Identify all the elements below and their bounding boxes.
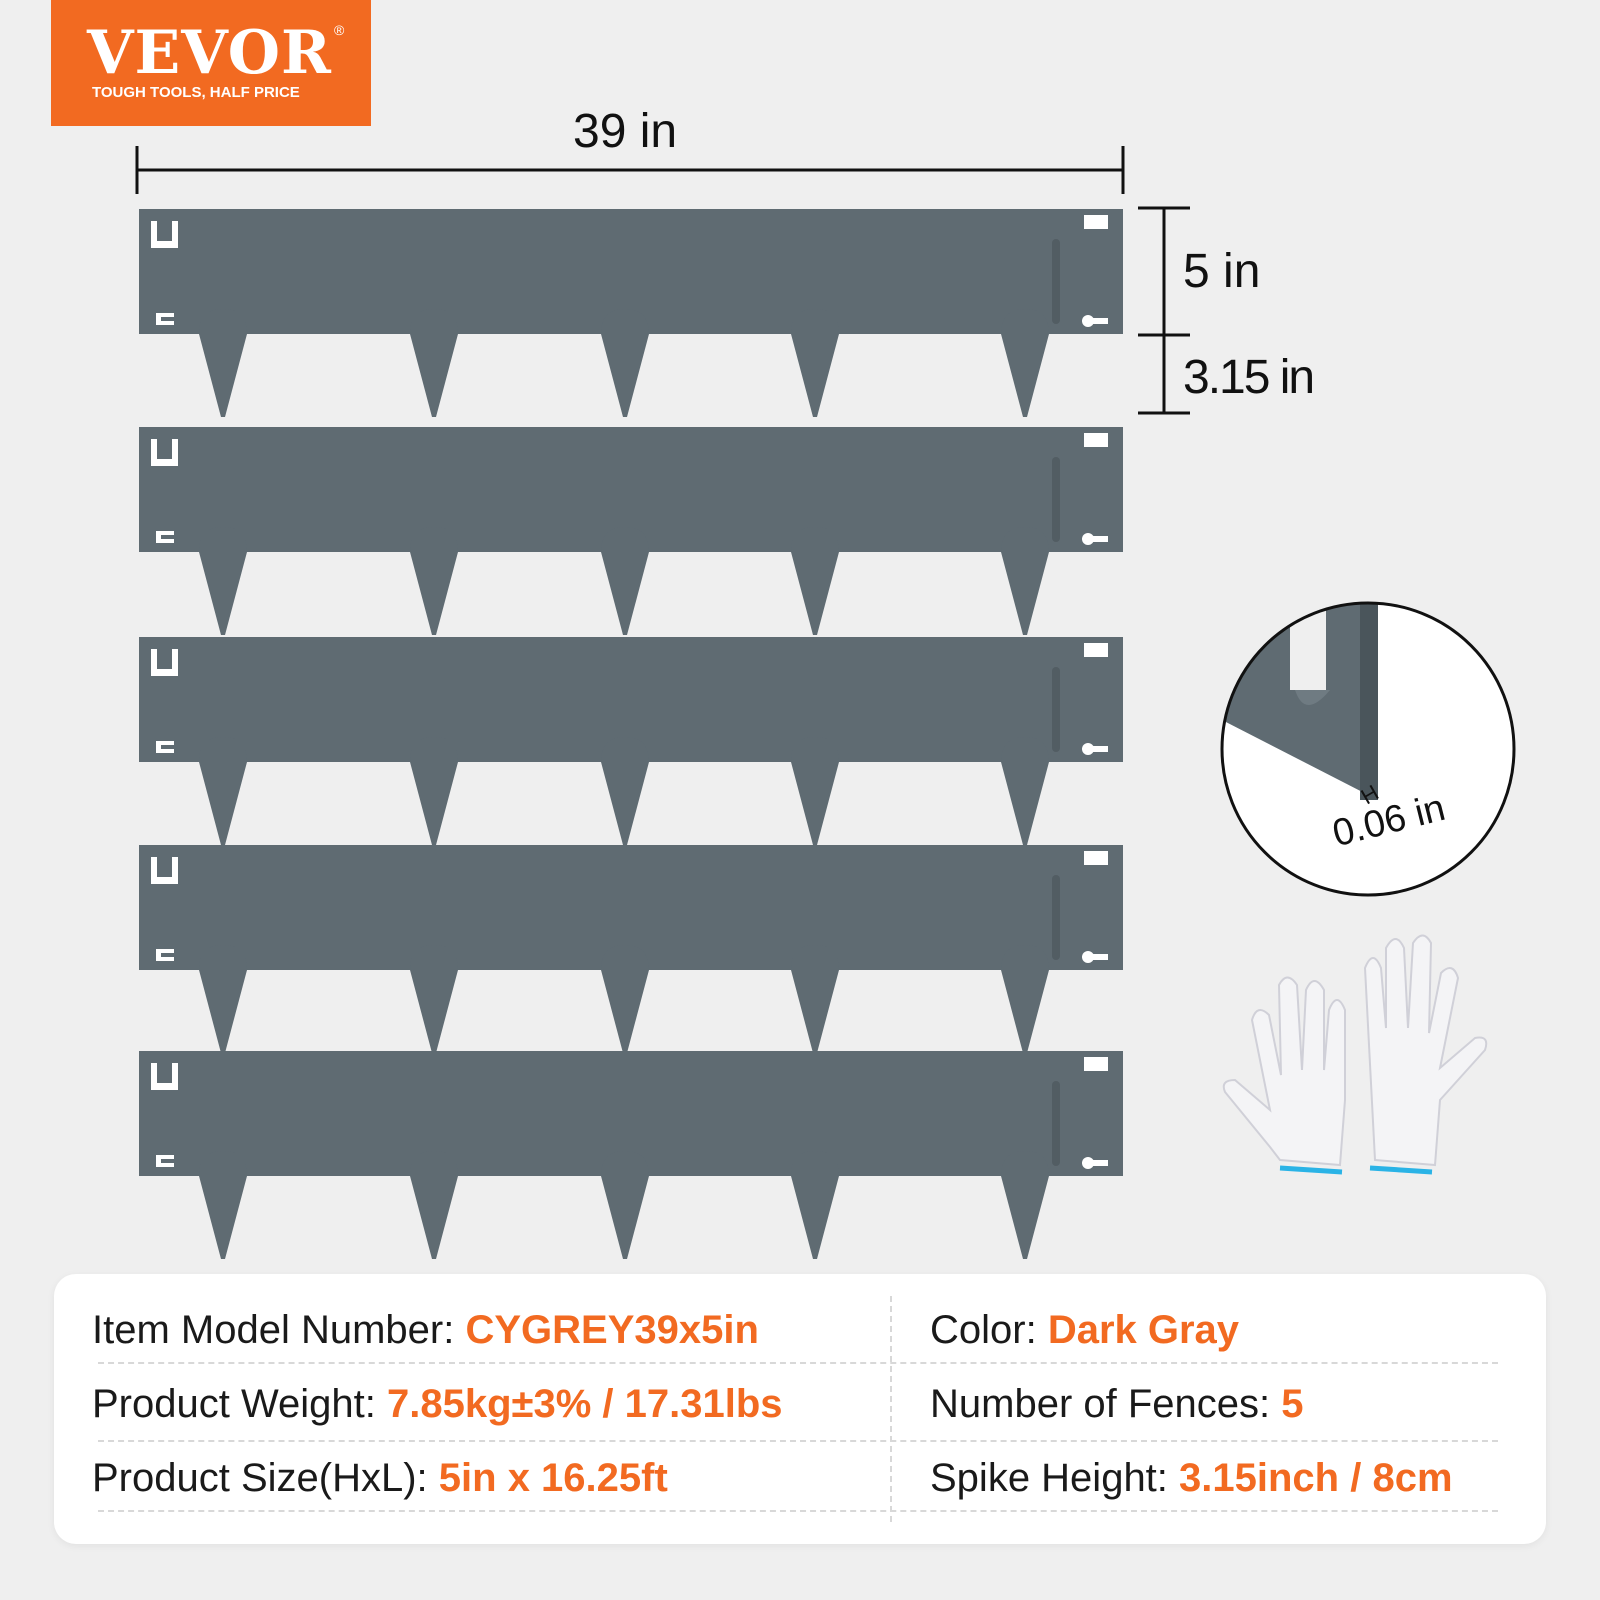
spec-label: Color: xyxy=(930,1308,1048,1352)
spec-color: Color: Dark Gray xyxy=(930,1308,1239,1353)
spec-label: Number of Fences: xyxy=(930,1382,1282,1426)
spec-label: Item Model Number: xyxy=(92,1308,466,1352)
logo-registered: ® xyxy=(334,22,345,38)
spike xyxy=(791,309,839,417)
spec-label: Product Weight: xyxy=(92,1382,387,1426)
tab-icon xyxy=(156,949,174,961)
thickness-detail-circle xyxy=(1220,601,1516,897)
row-divider xyxy=(98,1362,1498,1364)
spec-label: Product Size(HxL): xyxy=(92,1456,439,1500)
spike xyxy=(601,737,649,845)
slot-icon xyxy=(151,649,178,676)
spec-weight: Product Weight: 7.85kg±3% / 17.31lbs xyxy=(92,1382,783,1427)
slot-icon xyxy=(151,439,178,466)
hole-icon xyxy=(1084,433,1108,447)
spec-value: Dark Gray xyxy=(1047,1308,1240,1352)
spike xyxy=(410,945,458,1053)
tab-icon xyxy=(156,313,174,325)
hole-icon xyxy=(1084,1057,1108,1071)
spike xyxy=(601,527,649,635)
spec-value: 5in x 16.25ft xyxy=(438,1456,668,1500)
spike xyxy=(601,1151,649,1259)
spike xyxy=(410,309,458,417)
fence-panel xyxy=(139,1051,1123,1259)
hole-icon xyxy=(1084,215,1108,229)
vevor-logo: VEVOR ® TOUGH TOOLS, HALF PRICE xyxy=(51,0,371,126)
spec-value: 3.15inch / 8cm xyxy=(1179,1456,1453,1500)
fence-panels xyxy=(139,209,1123,1259)
spike xyxy=(791,945,839,1053)
spike xyxy=(410,527,458,635)
spec-value: 7.85kg±3% / 17.31lbs xyxy=(386,1382,783,1426)
fence-panel xyxy=(139,209,1123,417)
spike xyxy=(1001,309,1049,417)
spec-model: Item Model Number: CYGREY39x5in xyxy=(92,1308,759,1353)
gloves-icon xyxy=(1222,934,1488,1175)
length-label: 39 in xyxy=(573,105,678,158)
logo-brand: VEVOR xyxy=(87,18,332,88)
spec-table: Item Model Number: CYGREY39x5in Color: D… xyxy=(54,1274,1546,1544)
spike xyxy=(1001,945,1049,1053)
spec-size: Product Size(HxL): 5in x 16.25ft xyxy=(92,1456,668,1501)
spec-value: 5 xyxy=(1281,1382,1304,1426)
hole-icon xyxy=(1084,643,1108,657)
tab-icon xyxy=(156,531,174,543)
spec-label: Spike Height: xyxy=(930,1456,1180,1500)
hole-icon xyxy=(1084,851,1108,865)
fold-line xyxy=(1052,667,1060,752)
spike xyxy=(199,527,247,635)
spec-fence-count: Number of Fences: 5 xyxy=(930,1382,1304,1427)
spike xyxy=(1001,1151,1049,1259)
fold-line xyxy=(1052,239,1060,324)
spec-value: CYGREY39x5in xyxy=(465,1308,759,1352)
dimension-lines xyxy=(135,146,1190,415)
spike xyxy=(199,945,247,1053)
slot-icon xyxy=(151,857,178,884)
spike xyxy=(601,945,649,1053)
slot-icon xyxy=(151,221,178,248)
spike xyxy=(199,309,247,417)
fold-line xyxy=(1052,1081,1060,1166)
spec-spike-height: Spike Height: 3.15inch / 8cm xyxy=(930,1456,1453,1501)
spike xyxy=(410,1151,458,1259)
row-divider xyxy=(98,1440,1498,1442)
spike xyxy=(1001,527,1049,635)
fold-line xyxy=(1052,457,1060,542)
fence-panel xyxy=(139,427,1123,635)
slot-icon xyxy=(151,1063,178,1090)
fence-panel xyxy=(139,637,1123,845)
spike-label: 3.15 in xyxy=(1183,351,1315,404)
height-label: 5 in xyxy=(1183,245,1261,298)
keyhole-slot xyxy=(1088,1160,1108,1166)
spike xyxy=(791,527,839,635)
spike xyxy=(199,1151,247,1259)
fold-line xyxy=(1052,875,1060,960)
logo-tagline: TOUGH TOOLS, HALF PRICE xyxy=(92,84,300,101)
keyhole-slot xyxy=(1088,746,1108,752)
spike xyxy=(199,737,247,845)
spike xyxy=(791,737,839,845)
spike xyxy=(601,309,649,417)
row-divider xyxy=(98,1510,1498,1512)
spike xyxy=(791,1151,839,1259)
tab-icon xyxy=(156,741,174,753)
fence-panel xyxy=(139,845,1123,1053)
keyhole-slot xyxy=(1088,536,1108,542)
spike xyxy=(1001,737,1049,845)
column-divider xyxy=(890,1296,892,1522)
spike xyxy=(410,737,458,845)
keyhole-slot xyxy=(1088,954,1108,960)
tab-icon xyxy=(156,1155,174,1167)
keyhole-slot xyxy=(1088,318,1108,324)
